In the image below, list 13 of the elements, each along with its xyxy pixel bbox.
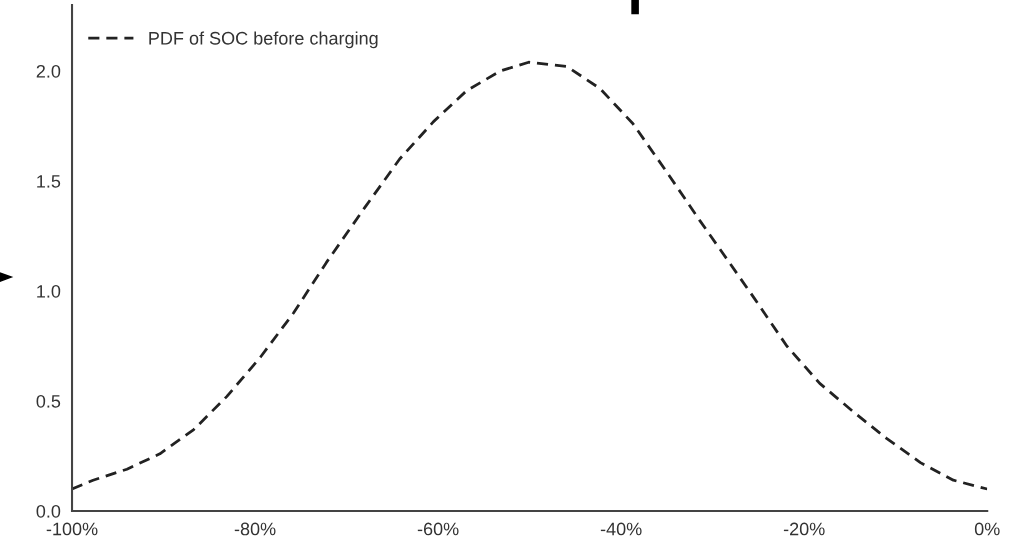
x-tick-label: -100% [46, 522, 98, 536]
y-tick-label: 0.5 [36, 394, 61, 408]
line-series [72, 60, 988, 491]
legend-label: PDF of SOC before charging [149, 31, 378, 49]
x-tick-label: -80% [234, 522, 276, 536]
y-tick-label: 1.0 [37, 284, 61, 298]
y-tick-label: 2.0 [36, 64, 61, 78]
y-tick-label: 0.0 [36, 504, 61, 518]
x-tick-label: 0% [974, 522, 1000, 536]
y-tick-label: 1.5 [37, 175, 61, 188]
x-tick-label: -40% [600, 522, 642, 536]
x-tick-label: -20% [783, 522, 825, 536]
x-tick-label: -60% [417, 522, 459, 536]
